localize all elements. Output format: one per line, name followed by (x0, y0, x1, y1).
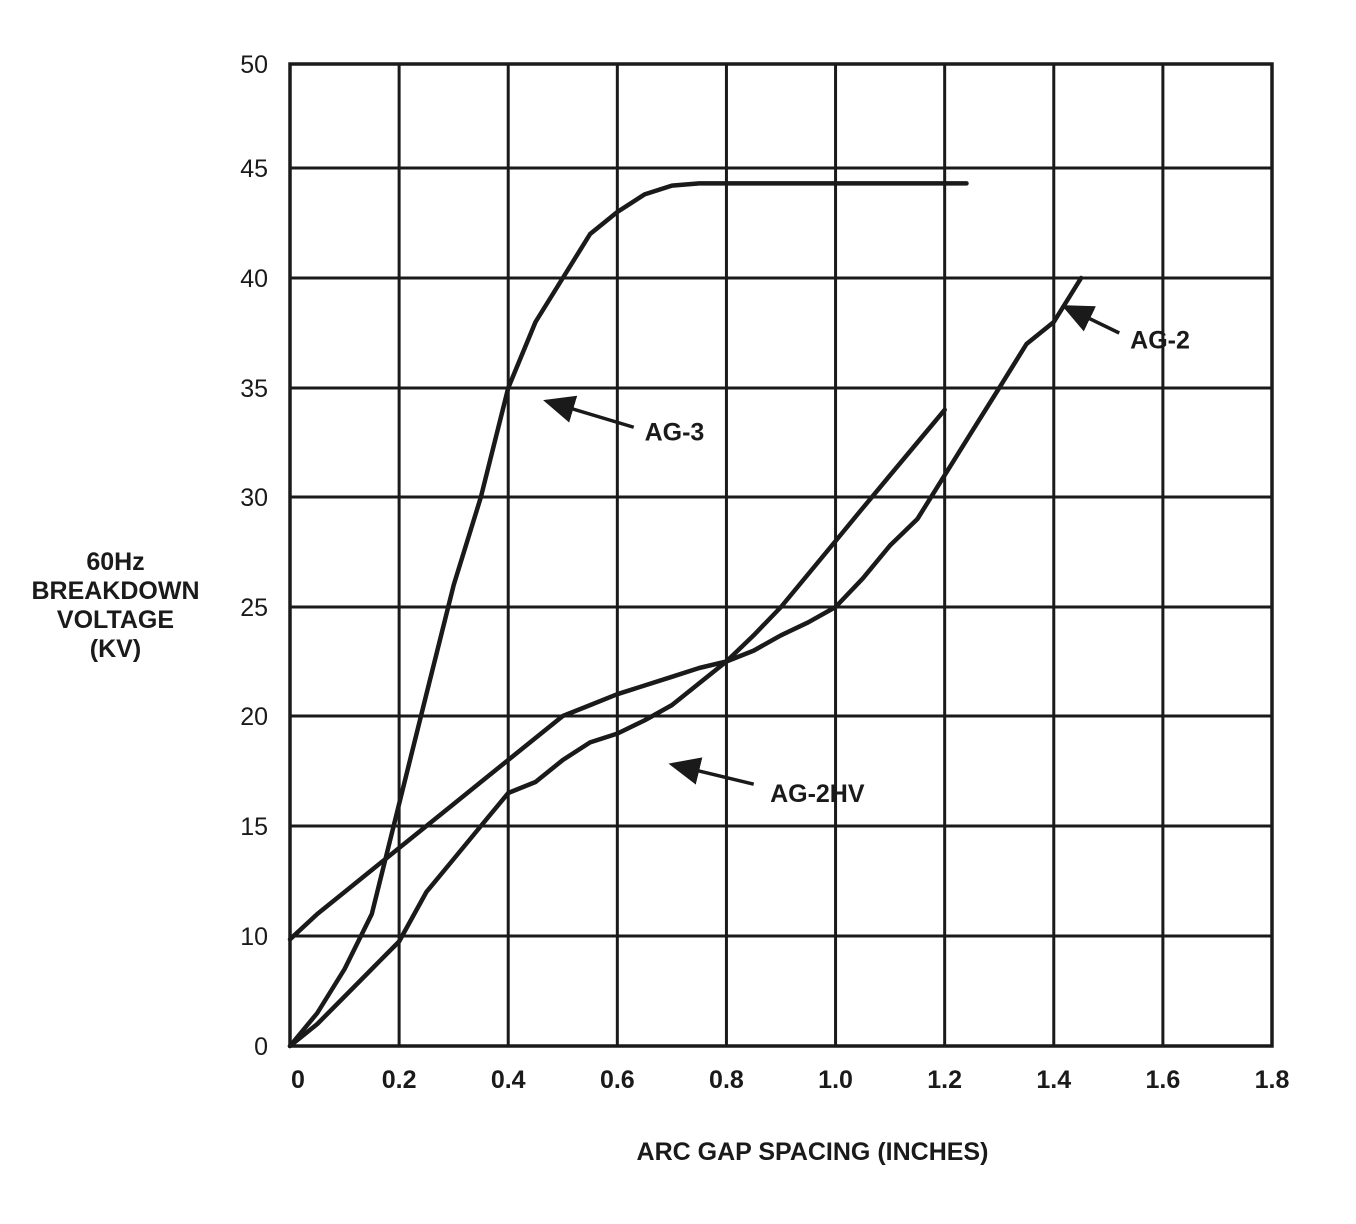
plot-frame (288, 62, 1274, 1048)
series-line-ag-2 (287, 275, 1084, 942)
x-tick-labels: 0 0.2 0.4 0.6 0.8 1.0 1.2 1.4 1.6 1.8 (291, 1066, 1289, 1094)
chart-series (287, 181, 1084, 1049)
label-arrow (543, 395, 635, 429)
y-axis-label-line: 60Hz (86, 548, 145, 576)
x-tick-label: 0.4 (491, 1066, 526, 1094)
y-tick-label: 0 (254, 1033, 268, 1061)
x-axis-label: ARC GAP SPACING (INCHES) (636, 1138, 989, 1166)
series-labels: AG-3 AG-2 AG-2HV (543, 305, 1190, 808)
y-axis-label-line: (KV) (89, 635, 142, 663)
y-tick-label: 50 (240, 51, 268, 79)
x-tick-label: 0 (291, 1066, 305, 1094)
y-axis-label: 60Hz BREAKDOWN VOLTAGE (KV) (8, 548, 223, 664)
x-tick-label: 0.6 (600, 1066, 635, 1094)
y-tick-label: 25 (240, 594, 268, 622)
y-tick-label: 35 (240, 375, 268, 403)
y-tick-label: 10 (240, 923, 268, 951)
series-label-ag-2: AG-2 (1130, 327, 1190, 355)
series-line-ag-3 (287, 181, 969, 1049)
y-tick-labels: 0 10 15 20 25 30 35 40 45 50 (240, 51, 268, 1061)
y-tick-label: 30 (240, 484, 268, 512)
label-arrow (1061, 305, 1121, 335)
plot-border (288, 62, 1274, 1048)
series-label-ag-2hv: AG-2HV (770, 780, 865, 808)
y-tick-label: 40 (240, 265, 268, 293)
x-tick-label: 1.4 (1036, 1066, 1071, 1094)
y-axis-label-line: VOLTAGE (56, 606, 175, 634)
x-tick-label: 1.6 (1146, 1066, 1181, 1094)
x-tick-label: 1.8 (1255, 1066, 1290, 1094)
chart-grid (288, 62, 1274, 1048)
y-tick-label: 20 (240, 703, 268, 731)
y-tick-label: 45 (240, 155, 268, 183)
series-line-ag-2hv (287, 407, 947, 1049)
series-label-ag-3: AG-3 (645, 419, 705, 447)
y-tick-label: 15 (240, 813, 268, 841)
label-arrow (668, 757, 755, 786)
x-tick-label: 0.2 (382, 1066, 417, 1094)
x-tick-label: 1.0 (818, 1066, 853, 1094)
x-tick-label: 1.2 (927, 1066, 962, 1094)
y-axis-label-line: BREAKDOWN (31, 577, 200, 605)
x-tick-label: 0.8 (709, 1066, 744, 1094)
